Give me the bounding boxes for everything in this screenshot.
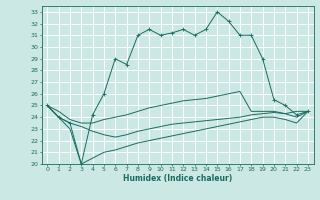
X-axis label: Humidex (Indice chaleur): Humidex (Indice chaleur)	[123, 174, 232, 183]
